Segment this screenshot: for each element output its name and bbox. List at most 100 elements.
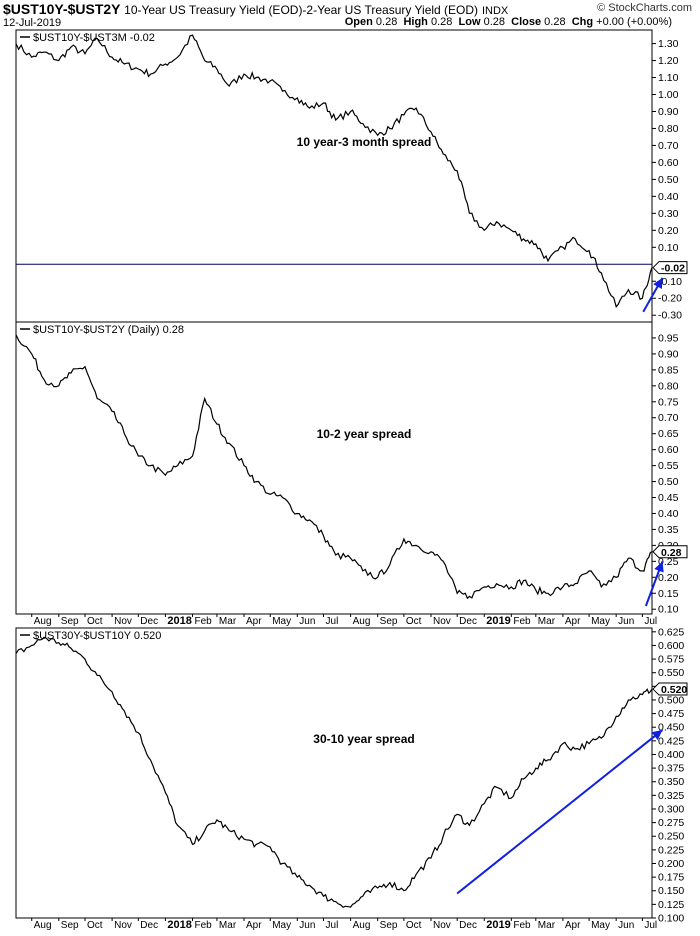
y-tick-label: 0.50	[658, 174, 679, 186]
trend-arrow	[456, 729, 664, 895]
x-tick-label: Nov	[433, 920, 451, 931]
last-value-badge	[652, 545, 688, 559]
high-label: High	[403, 16, 428, 28]
x-tick-label: Jul	[644, 920, 657, 931]
y-tick-label: 0.55	[658, 460, 679, 472]
x-tick-label: Oct	[87, 920, 103, 931]
x-tick-label: Feb	[194, 616, 212, 627]
y-tick-label: 0.625	[658, 626, 684, 638]
close-value: 0.28	[544, 16, 566, 28]
y-tick-label: 0.375	[658, 763, 684, 775]
x-tick-label: Mar	[219, 616, 237, 627]
x-tick-label: Jun	[618, 920, 634, 931]
y-tick-label: 0.15	[658, 588, 679, 600]
y-tick-label: 0.25	[658, 556, 679, 568]
open-label: Open	[344, 16, 373, 28]
y-tick-label: 0.225	[658, 844, 684, 856]
x-tick-label: Aug	[353, 616, 371, 627]
y-tick-label: 0.300	[658, 803, 684, 815]
y-tick-label: 0.50	[658, 476, 679, 488]
x-tick-label: 2018	[167, 615, 191, 627]
y-tick-label: 0.85	[658, 364, 679, 376]
y-tick-label: 0.475	[658, 708, 684, 720]
panel-2: 0.95 0.90 0.85 0.80 0.75 0.70 0.65 0.60 0.55 0.50…	[15, 321, 688, 627]
x-tick-label: Nov	[114, 616, 132, 627]
spread-annotation: 10 year-3 month spread	[297, 135, 432, 149]
x-tick-label: 2019	[486, 615, 510, 627]
symbol-label: $UST10Y-$UST2Y	[3, 1, 121, 17]
x-tick-label: Dec	[459, 920, 477, 931]
y-tick-label: 0.250	[658, 831, 684, 843]
x-tick-label: Jun	[299, 616, 315, 627]
y-tick-label: 0.425	[658, 735, 684, 747]
y-tick-label: 0.325	[658, 790, 684, 802]
x-tick-label: Apr	[565, 616, 581, 627]
x-tick-label: Oct	[87, 616, 103, 627]
y-tick-label: -0.10	[658, 276, 682, 288]
trend-arrowhead	[653, 277, 663, 290]
x-tick-label: Feb	[513, 616, 531, 627]
y-tick-label: 0.45	[658, 492, 679, 504]
chart-header: $UST10Y-$UST2Y 10-Year US Treasury Yield…	[0, 0, 700, 30]
y-tick-label: 0.60	[658, 157, 679, 169]
symbol-description: 10-Year US Treasury Yield (EOD)-2-Year U…	[124, 3, 479, 17]
y-tick-label: 0.175	[658, 872, 684, 884]
y-tick-label: 0.500	[658, 694, 684, 706]
plot-frame	[15, 29, 653, 323]
x-tick-label: 2019	[486, 919, 510, 931]
x-tick-label: Sep	[61, 920, 79, 931]
x-tick-label: Nov	[114, 920, 132, 931]
spread-annotation: 10-2 year spread	[317, 427, 412, 441]
x-tick-label: Mar	[538, 616, 556, 627]
y-tick-label: 1.10	[658, 72, 679, 84]
x-tick-label: May	[591, 616, 610, 627]
y-tick-label: 0.70	[658, 140, 679, 152]
plot-frame	[15, 321, 653, 615]
x-tick-label: Apr	[565, 920, 581, 931]
y-tick-label: 1.00	[658, 89, 679, 101]
stockcharts-credit: © StockCharts.com	[597, 2, 692, 14]
y-tick-label: 0.35	[658, 524, 679, 536]
y-tick-label: 1.30	[658, 38, 679, 50]
last-value-label: -0.02	[661, 263, 685, 275]
y-tick-label: 0.200	[658, 858, 684, 870]
y-tick-label: 0.550	[658, 667, 684, 679]
y-tick-label: 0.275	[658, 817, 684, 829]
y-tick-label: 0.90	[658, 106, 679, 118]
spread-annotation: 30-10 year spread	[313, 732, 414, 746]
y-tick-label: 0.95	[658, 332, 679, 344]
x-tick-label: May	[591, 920, 610, 931]
x-tick-label: Sep	[380, 616, 398, 627]
x-tick-label: Feb	[513, 920, 531, 931]
low-value: 0.28	[483, 16, 505, 28]
y-tick-label: 0.90	[658, 348, 679, 360]
y-tick-label: 0.400	[658, 749, 684, 761]
x-tick-label: Aug	[353, 920, 371, 931]
x-tick-label: Jun	[618, 616, 634, 627]
x-tick-label: Jul	[644, 616, 657, 627]
x-tick-label: Oct	[406, 616, 422, 627]
x-tick-label: Mar	[538, 920, 556, 931]
y-tick-label: 0.10	[658, 242, 679, 254]
chg-value: +0.00 (+0.00%)	[596, 16, 672, 28]
x-tick-label: Oct	[406, 920, 422, 931]
y-tick-label: 0.150	[658, 885, 684, 897]
y-tick-label: -0.30	[658, 310, 682, 322]
y-tick-label: 0.100	[658, 913, 684, 925]
y-tick-label: 0.75	[658, 396, 679, 408]
low-label: Low	[458, 16, 481, 28]
close-label: Close	[511, 16, 542, 28]
y-tick-label: 0.30	[658, 208, 679, 220]
y-tick-label: -0.20	[658, 293, 682, 305]
y-tick-label: 0.600	[658, 640, 684, 652]
panel-1: 1.30 1.20 1.10 1.00 0.90 0.80 0.70 0.60 0.50 0.40…	[15, 29, 688, 323]
x-tick-label: Sep	[380, 920, 398, 931]
series-line	[15, 636, 653, 909]
x-tick-label: Jun	[299, 920, 315, 931]
x-tick-label: May	[272, 616, 291, 627]
x-tick-label: Aug	[34, 616, 52, 627]
x-tick-label: Dec	[459, 616, 477, 627]
y-tick-label: 0.20	[658, 225, 679, 237]
x-tick-label: Dec	[140, 616, 158, 627]
